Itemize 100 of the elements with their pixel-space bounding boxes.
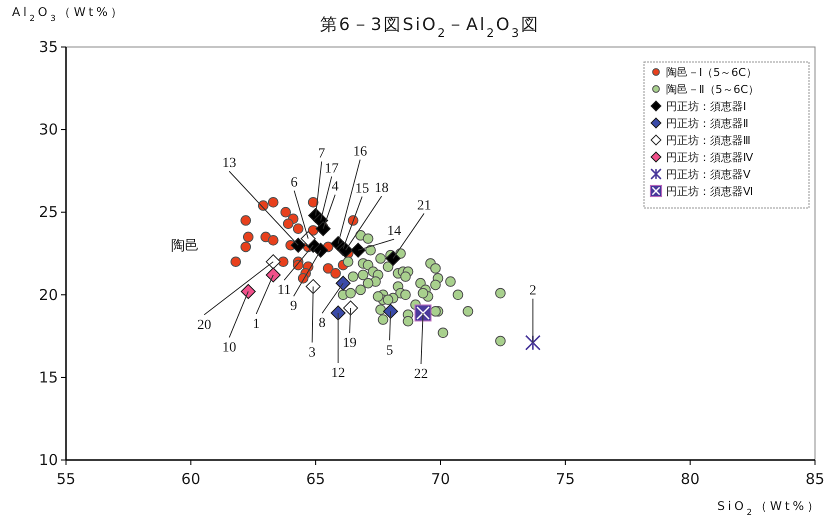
point (375, 253, 386, 264)
annotation: 10 (222, 340, 236, 356)
point (430, 263, 441, 274)
point (266, 267, 281, 282)
point (322, 263, 334, 274)
annotation: 1 (252, 316, 260, 332)
point (378, 314, 388, 325)
annotation: 14 (387, 224, 402, 240)
point (266, 254, 281, 270)
legend-label: 円正坊：須恵器Ⅰ (666, 100, 746, 113)
annotation: 19 (342, 336, 357, 352)
point (418, 288, 428, 298)
point (278, 256, 289, 268)
legend-label: 円正坊：須恵器Ⅳ (666, 151, 754, 164)
point (282, 218, 294, 230)
point (290, 238, 306, 253)
y-tick-label: 35 (38, 38, 58, 56)
x-tick-label: 75 (556, 470, 575, 488)
y-axis-title: Al$_{2}$O$_{3}$（Wt%） (12, 5, 126, 23)
point (375, 304, 386, 315)
annotation: 12 (331, 366, 346, 381)
point (292, 223, 304, 234)
point (362, 278, 374, 289)
point (383, 304, 398, 319)
y-tick-label: 20 (38, 286, 58, 304)
annotation: 18 (374, 181, 389, 196)
point (525, 334, 541, 351)
point (430, 306, 441, 317)
x-tick-label: 65 (306, 470, 326, 488)
legend-label: 円正坊：須恵器Ⅱ (666, 117, 748, 130)
point (495, 336, 506, 346)
legend-label: 陶邑－Ⅰ（5～6C） (666, 66, 757, 79)
annotation: 7 (318, 146, 326, 162)
annotation: 3 (308, 346, 316, 361)
y-tick-label: 30 (38, 120, 58, 139)
point (240, 242, 252, 252)
x-axis-title: SiO$_{2}$（Wt%） (717, 499, 822, 517)
legend-label: 円正坊：須恵器Ⅵ (666, 185, 754, 198)
point (452, 290, 464, 300)
annotation: 5 (386, 343, 394, 358)
point (462, 306, 474, 317)
point (268, 196, 279, 208)
point (268, 234, 279, 246)
annotation: 16 (353, 144, 368, 160)
point (308, 196, 318, 208)
point (445, 276, 456, 287)
point (240, 215, 252, 226)
annotation: 22 (414, 366, 428, 382)
point (365, 244, 376, 256)
y-tick-label: 15 (38, 368, 58, 386)
annotation: 陶邑 (171, 238, 199, 254)
point (430, 280, 441, 290)
point (330, 268, 341, 279)
chart-title: 第6－3図SiO$_{2}$－Al$_{2}$O$_{3}$図 (320, 15, 540, 40)
point (330, 305, 346, 320)
annotation: 8 (318, 316, 326, 332)
legend-label: 円正坊：須恵器Ⅲ (666, 134, 751, 147)
point (345, 288, 356, 298)
x-tick-label: 60 (181, 470, 200, 488)
point (402, 316, 414, 327)
annotation: 17 (324, 161, 339, 176)
point (242, 232, 254, 242)
point (343, 300, 358, 316)
y-tick-label: 10 (38, 451, 58, 469)
x-tick-label: 70 (430, 470, 450, 488)
point (400, 271, 411, 282)
annotation: 2 (529, 284, 536, 299)
annotation: 9 (290, 299, 298, 314)
point (336, 276, 351, 291)
point (495, 288, 506, 298)
point (306, 279, 321, 294)
point (316, 221, 331, 236)
point (358, 270, 368, 280)
point (348, 271, 358, 282)
point (300, 231, 316, 246)
point (382, 294, 394, 306)
annotation: 20 (197, 318, 212, 333)
point (313, 242, 328, 258)
annotation: 13 (222, 156, 236, 172)
point (382, 261, 394, 272)
annotation: 6 (290, 176, 298, 191)
y-tick-label: 25 (38, 203, 58, 222)
point (386, 250, 401, 266)
point (230, 256, 242, 268)
point (350, 242, 366, 258)
point (355, 284, 366, 296)
x-tick-label: 85 (805, 470, 825, 488)
point (438, 327, 448, 338)
annotation: 15 (355, 182, 370, 197)
annotation: 11 (277, 283, 291, 298)
point (362, 233, 374, 244)
x-tick-label: 55 (56, 470, 76, 488)
point (280, 206, 292, 218)
point (240, 284, 256, 299)
legend-label: 円正坊：須恵器Ⅴ (666, 168, 751, 181)
point (400, 290, 411, 300)
annotation: 4 (332, 180, 339, 195)
annotation: 21 (417, 198, 432, 214)
legend-label: 陶邑－Ⅱ（5～6C） (666, 83, 760, 96)
point (372, 291, 384, 302)
